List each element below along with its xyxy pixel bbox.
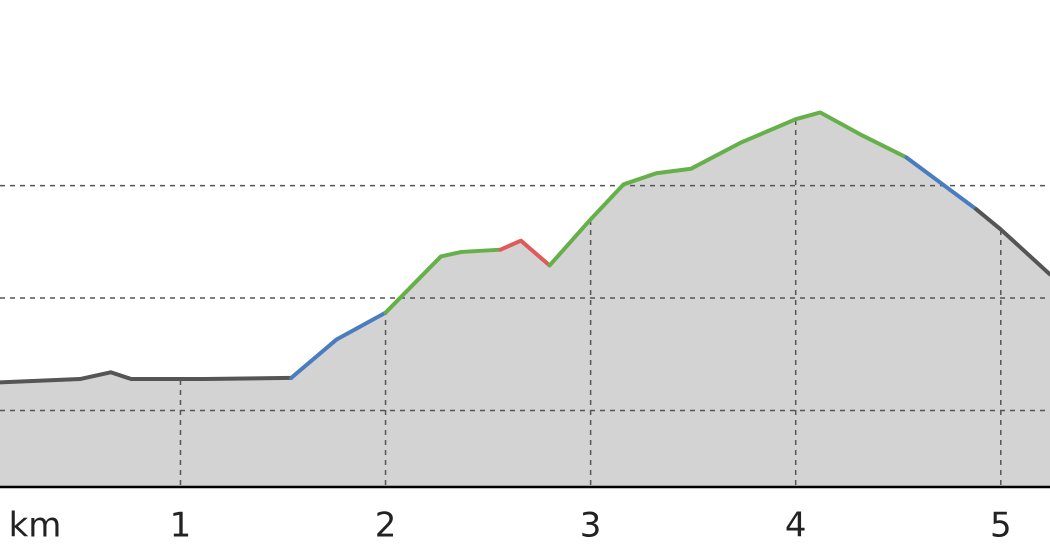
x-axis-label: km	[9, 506, 62, 546]
x-tick-label: 5	[990, 506, 1012, 546]
profile-line	[904, 155, 979, 212]
x-tick-label: 1	[170, 506, 192, 546]
profile-line	[383, 247, 503, 315]
profile-line	[547, 110, 909, 268]
x-tick-label: 3	[580, 506, 602, 546]
profile-line	[289, 310, 388, 380]
profile-line	[974, 207, 1050, 277]
profile-area	[0, 112, 1050, 487]
profile-line	[0, 370, 294, 385]
x-tick-label: 4	[785, 506, 807, 546]
profile-line	[498, 238, 552, 268]
x-tick-label: 2	[375, 506, 397, 546]
